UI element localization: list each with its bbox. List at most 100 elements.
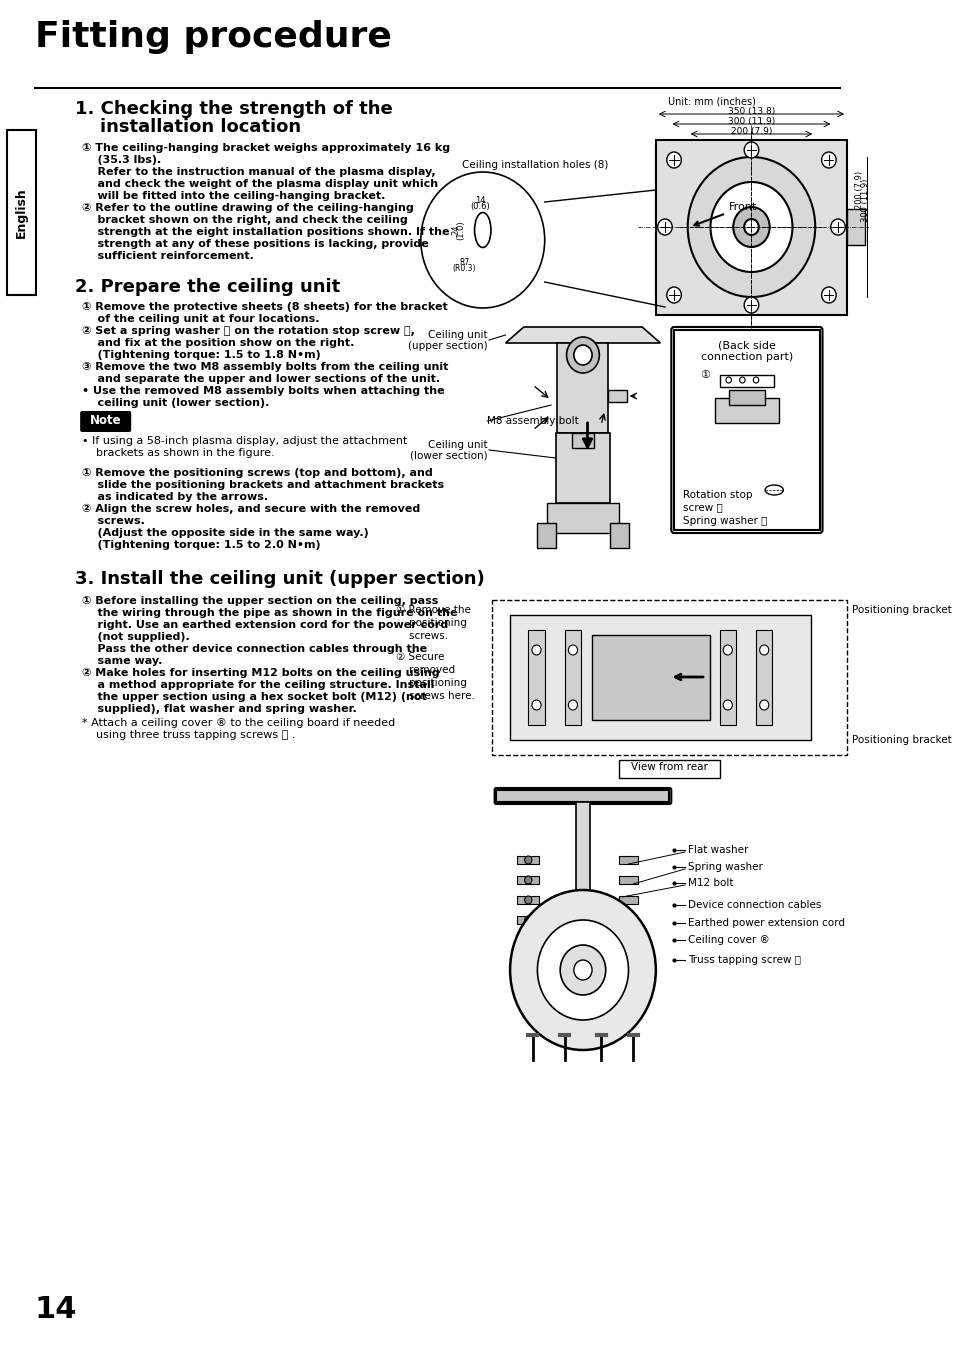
Circle shape <box>524 896 532 905</box>
Text: strength at the eight installation positions shown. If the: strength at the eight installation posit… <box>82 227 449 238</box>
Circle shape <box>574 960 592 980</box>
Bar <box>592 634 710 720</box>
Text: ② Set a spring washer ⒲ on the rotation stop screw ⒲,: ② Set a spring washer ⒲ on the rotation … <box>82 325 415 336</box>
Bar <box>618 856 637 864</box>
Bar <box>618 876 637 884</box>
Text: positioning: positioning <box>395 618 467 628</box>
Circle shape <box>759 645 768 655</box>
Text: slide the positioning brackets and attachment brackets: slide the positioning brackets and attac… <box>82 481 444 490</box>
Text: Rotation stop: Rotation stop <box>682 490 752 500</box>
Bar <box>728 390 764 405</box>
Circle shape <box>566 338 598 373</box>
Text: ② Secure: ② Secure <box>395 652 444 662</box>
Text: M12 bolt: M12 bolt <box>687 878 733 888</box>
Bar <box>517 876 538 884</box>
Bar <box>510 616 810 740</box>
Polygon shape <box>505 327 659 343</box>
Bar <box>564 630 580 725</box>
Text: ② Refer to the outline drawing of the ceiling-hanging: ② Refer to the outline drawing of the ce… <box>82 202 414 213</box>
Circle shape <box>722 701 732 710</box>
Circle shape <box>568 645 577 655</box>
Circle shape <box>687 157 815 297</box>
Bar <box>674 329 819 531</box>
Circle shape <box>733 207 769 247</box>
Bar <box>610 522 628 548</box>
Text: and check the weight of the plasma display unit which: and check the weight of the plasma displ… <box>82 180 437 189</box>
Text: a method appropriate for the ceiling structure. Install: a method appropriate for the ceiling str… <box>82 680 434 690</box>
Text: • If using a 58-inch plasma display, adjust the attachment: • If using a 58-inch plasma display, adj… <box>82 436 407 446</box>
Text: 200 (7.9): 200 (7.9) <box>855 171 863 209</box>
Circle shape <box>559 945 605 995</box>
Bar <box>618 760 719 778</box>
Text: ② Align the screw holes, and secure with the removed: ② Align the screw holes, and secure with… <box>82 504 419 514</box>
Text: ① The ceiling-hanging bracket weighs approximately 16 kg: ① The ceiling-hanging bracket weighs app… <box>82 143 450 153</box>
Text: Positioning bracket: Positioning bracket <box>851 734 950 745</box>
Text: (0.6): (0.6) <box>470 202 490 211</box>
Text: 3. Install the ceiling unit (upper section): 3. Install the ceiling unit (upper secti… <box>74 570 484 589</box>
Text: right. Use an earthed extension cord for the power cord: right. Use an earthed extension cord for… <box>82 620 448 630</box>
Circle shape <box>524 917 532 923</box>
Polygon shape <box>623 655 678 701</box>
Circle shape <box>524 876 532 884</box>
Bar <box>719 375 774 387</box>
Bar <box>8 130 36 296</box>
Circle shape <box>532 645 540 655</box>
Circle shape <box>532 701 540 710</box>
Text: and separate the upper and lower sections of the unit.: and separate the upper and lower section… <box>82 374 439 383</box>
Circle shape <box>524 856 532 864</box>
Text: sufficient reinforcement.: sufficient reinforcement. <box>82 251 253 261</box>
Circle shape <box>739 377 744 383</box>
Text: English: English <box>15 188 29 239</box>
Bar <box>655 140 846 315</box>
Circle shape <box>743 142 758 158</box>
Text: (Tightening torque: 1.5 to 2.0 N•m): (Tightening torque: 1.5 to 2.0 N•m) <box>82 540 320 549</box>
Text: as indicated by the arrows.: as indicated by the arrows. <box>82 491 268 502</box>
Text: Spring washer ⒲: Spring washer ⒲ <box>682 516 767 526</box>
Bar <box>496 790 669 802</box>
Text: Flat washer: Flat washer <box>687 845 747 855</box>
Circle shape <box>666 288 680 302</box>
Bar <box>517 936 538 944</box>
Text: will be fitted into the ceiling-hanging bracket.: will be fitted into the ceiling-hanging … <box>82 190 385 201</box>
Text: ① Remove the protective sheets (8 sheets) for the bracket: ① Remove the protective sheets (8 sheets… <box>82 302 447 312</box>
Text: (35.3 lbs).: (35.3 lbs). <box>82 155 161 165</box>
Text: Ceiling unit: Ceiling unit <box>427 329 487 340</box>
Text: Ceiling installation holes (8): Ceiling installation holes (8) <box>461 161 608 170</box>
Text: using three truss tapping screws ⒱ .: using three truss tapping screws ⒱ . <box>82 730 295 740</box>
Text: Device connection cables: Device connection cables <box>687 900 821 910</box>
Text: (not supplied).: (not supplied). <box>82 632 190 643</box>
Text: ① Remove the positioning screws (top and bottom), and: ① Remove the positioning screws (top and… <box>82 468 433 478</box>
Bar <box>555 433 610 504</box>
Text: (Tightening torque: 1.5 to 1.8 N•m): (Tightening torque: 1.5 to 1.8 N•m) <box>82 350 320 360</box>
Text: ①: ① <box>700 370 710 379</box>
Circle shape <box>725 377 731 383</box>
Text: ① Remove the: ① Remove the <box>395 605 471 616</box>
Bar <box>572 433 594 448</box>
Text: Pass the other device connection cables through the: Pass the other device connection cables … <box>82 644 427 653</box>
Bar <box>517 917 538 923</box>
Bar <box>719 630 735 725</box>
Circle shape <box>753 377 758 383</box>
Bar <box>528 630 544 725</box>
Text: (1.0): (1.0) <box>456 220 465 240</box>
Bar <box>755 630 772 725</box>
Text: the wiring through the pipe as shown in the figure on the: the wiring through the pipe as shown in … <box>82 608 457 618</box>
Text: Ceiling cover ®: Ceiling cover ® <box>687 936 769 945</box>
Circle shape <box>420 171 544 308</box>
Bar <box>537 522 555 548</box>
Text: (Adjust the opposite side in the same way.): (Adjust the opposite side in the same wa… <box>82 528 369 539</box>
Text: screws.: screws. <box>82 516 145 526</box>
Bar <box>608 390 626 402</box>
Circle shape <box>759 701 768 710</box>
Bar <box>517 856 538 864</box>
Circle shape <box>710 182 792 271</box>
Bar <box>517 896 538 905</box>
Text: Front: Front <box>694 202 756 225</box>
Text: Note: Note <box>90 414 121 427</box>
Circle shape <box>537 919 628 1021</box>
Text: and fix at the position show on the right.: and fix at the position show on the righ… <box>82 338 354 348</box>
Text: 300 (11.9): 300 (11.9) <box>727 117 774 126</box>
Bar <box>715 398 778 423</box>
Text: 24: 24 <box>451 224 459 235</box>
Text: * Attach a ceiling cover ® to the ceiling board if needed: * Attach a ceiling cover ® to the ceilin… <box>82 718 395 728</box>
